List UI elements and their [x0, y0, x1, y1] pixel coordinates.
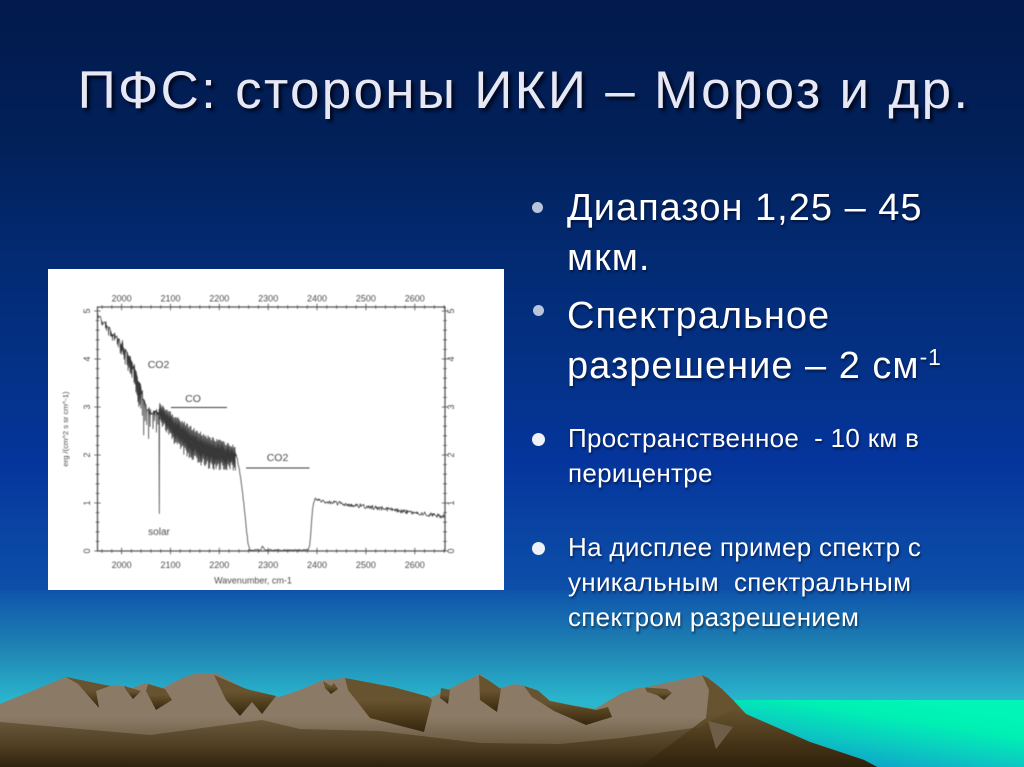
- svg-text:2: 2: [446, 452, 456, 457]
- svg-text:5: 5: [82, 308, 92, 313]
- svg-text:4: 4: [82, 356, 92, 361]
- svg-text:2500: 2500: [356, 560, 376, 570]
- svg-text:2200: 2200: [209, 560, 229, 570]
- svg-text:0: 0: [446, 548, 456, 553]
- svg-text:2100: 2100: [160, 560, 180, 570]
- svg-text:0: 0: [82, 548, 92, 553]
- svg-text:2300: 2300: [258, 560, 278, 570]
- svg-text:2400: 2400: [307, 294, 327, 304]
- svg-text:1: 1: [446, 500, 456, 505]
- svg-text:2400: 2400: [307, 560, 327, 570]
- svg-text:CO2: CO2: [148, 359, 170, 371]
- svg-text:solar: solar: [148, 527, 170, 538]
- svg-text:3: 3: [446, 404, 456, 409]
- svg-text:2600: 2600: [405, 560, 425, 570]
- svg-text:2300: 2300: [258, 294, 278, 304]
- svg-text:Wavenumber, cm-1: Wavenumber, cm-1: [214, 576, 292, 586]
- svg-text:2500: 2500: [356, 294, 376, 304]
- svg-text:2: 2: [82, 452, 92, 457]
- svg-text:erg /(cm^2 s sr cm^-1): erg /(cm^2 s sr cm^-1): [61, 391, 70, 467]
- svg-text:2000: 2000: [112, 294, 132, 304]
- svg-text:4: 4: [446, 356, 456, 361]
- svg-text:5: 5: [446, 308, 456, 313]
- svg-text:1: 1: [82, 500, 92, 505]
- svg-text:CO: CO: [185, 393, 201, 405]
- svg-text:2000: 2000: [112, 560, 132, 570]
- svg-text:2100: 2100: [160, 294, 180, 304]
- svg-text:3: 3: [82, 404, 92, 409]
- svg-text:2600: 2600: [405, 294, 425, 304]
- svg-text:CO2: CO2: [267, 452, 289, 464]
- svg-text:2200: 2200: [209, 294, 229, 304]
